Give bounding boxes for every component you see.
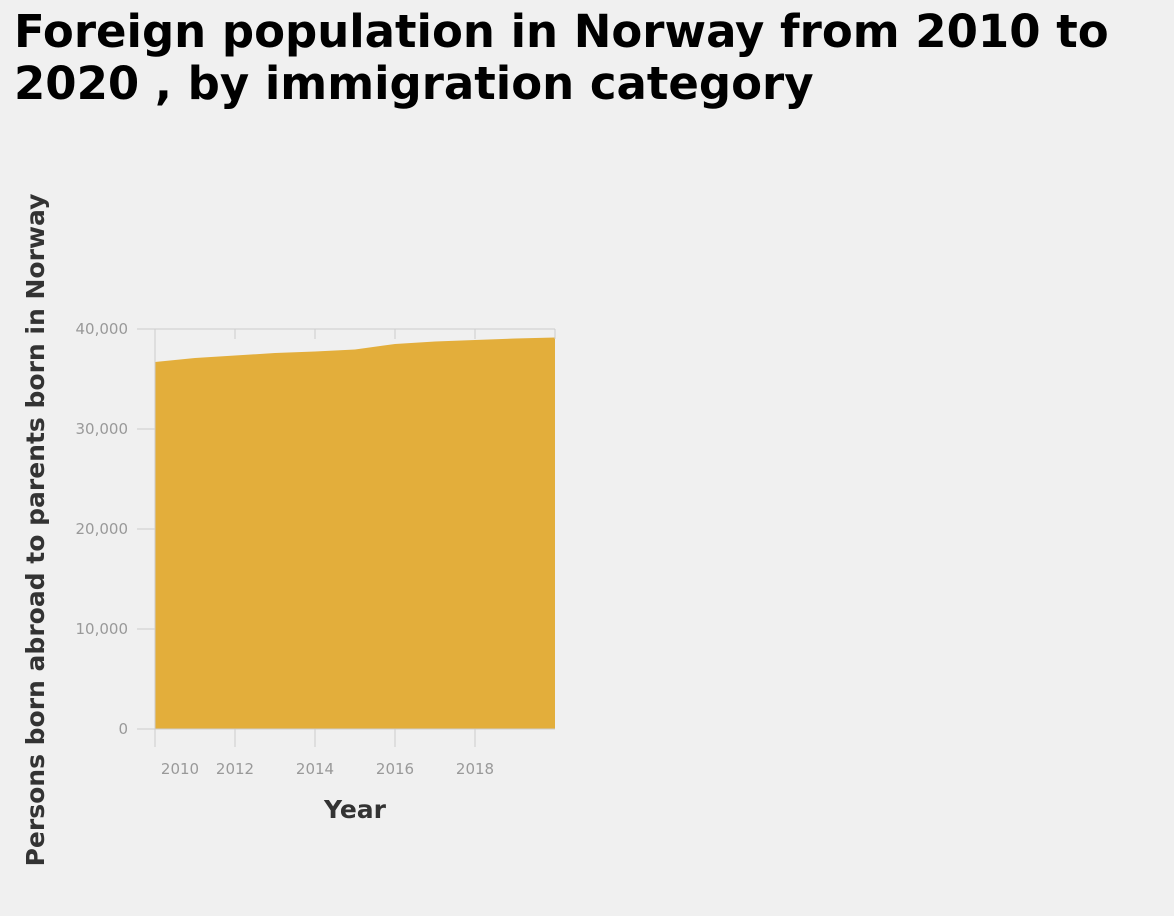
x-tick-label: 2014 (296, 760, 334, 778)
y-tick-label: 10,000 (76, 620, 129, 638)
chart-title: Foreign population in Norway from 2010 t… (14, 5, 1109, 110)
plot-area: 0 10,000 20,000 30,000 40,000 2010 2012 2014 201… (76, 320, 556, 778)
y-axis-title: Persons born abroad to parents born in N… (21, 194, 50, 867)
x-tick-label: 2010 (161, 760, 199, 778)
x-axis-title: Year (323, 795, 387, 824)
x-tick-label: 2018 (456, 760, 494, 778)
x-tick-label: 2016 (376, 760, 414, 778)
y-tick-label: 0 (118, 720, 128, 738)
y-tick-label: 30,000 (76, 420, 129, 438)
y-tick-label: 40,000 (76, 320, 129, 338)
area-series (155, 337, 555, 729)
y-tick-label: 20,000 (76, 520, 129, 538)
x-tick-label: 2012 (216, 760, 254, 778)
